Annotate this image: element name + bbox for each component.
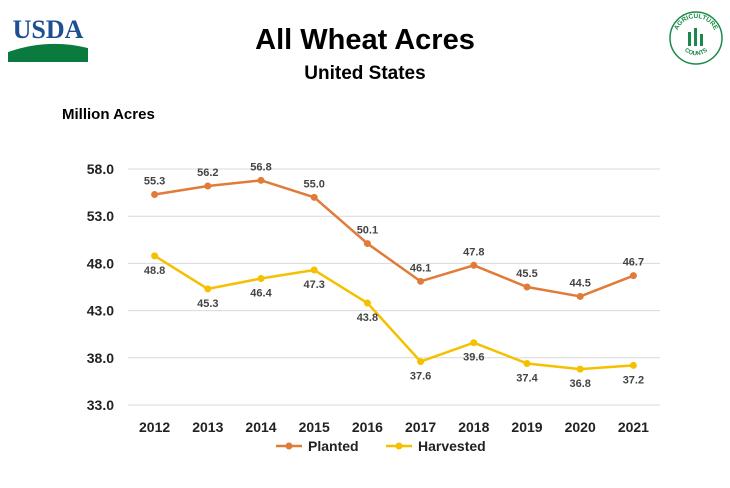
y-axis-ticks: 58.0 53.0 48.0 43.0 38.0 33.0 xyxy=(87,161,114,413)
legend-marker-harvested xyxy=(395,442,403,450)
data-label-planted: 50.1 xyxy=(357,225,378,237)
data-point-harvested xyxy=(576,365,584,373)
x-tick-label: 2014 xyxy=(245,419,276,435)
chart-subtitle: United States xyxy=(304,63,426,84)
data-point-harvested xyxy=(629,361,637,369)
data-point-harvested xyxy=(417,358,425,366)
series-line-planted xyxy=(154,179,634,298)
data-label-harvested: 37.6 xyxy=(410,371,431,383)
data-point-planted xyxy=(417,277,425,285)
series-line-harvested xyxy=(153,254,634,371)
data-label-planted: 55.0 xyxy=(303,178,324,190)
data-point-planted xyxy=(151,190,159,198)
data-point-harvested xyxy=(470,339,478,347)
data-label-planted: 56.2 xyxy=(197,167,218,179)
data-label-harvested: 48.8 xyxy=(144,265,165,277)
data-point-planted xyxy=(576,292,584,300)
chart-title: All Wheat Acres xyxy=(255,24,475,56)
data-label-harvested: 39.6 xyxy=(463,352,484,364)
x-tick-label: 2013 xyxy=(192,419,223,435)
data-point-planted xyxy=(204,182,212,190)
data-label-planted: 56.8 xyxy=(250,161,271,173)
data-label-planted: 45.5 xyxy=(516,268,537,280)
data-point-harvested xyxy=(151,252,159,260)
y-axis-label: Million Acres xyxy=(62,106,155,123)
y-tick-label: 53.0 xyxy=(87,208,114,224)
legend-label-harvested: Harvested xyxy=(418,438,486,454)
data-point-planted xyxy=(363,240,371,248)
data-label-harvested: 46.4 xyxy=(250,288,272,300)
seal-text-bottom: COUNTS xyxy=(683,48,709,58)
data-point-harvested xyxy=(310,266,318,274)
svg-text:COUNTS: COUNTS xyxy=(683,48,709,58)
data-point-harvested xyxy=(257,275,265,283)
y-tick-label: 48.0 xyxy=(87,255,114,271)
data-point-planted xyxy=(470,261,478,269)
legend: Planted Harvested xyxy=(276,438,486,454)
y-tick-label: 33.0 xyxy=(87,397,114,413)
data-point-harvested xyxy=(523,359,531,367)
usda-logo: USDA xyxy=(8,15,88,62)
y-tick-label: 38.0 xyxy=(87,350,114,366)
y-tick-label: 58.0 xyxy=(87,161,114,177)
data-point-planted xyxy=(629,272,637,280)
data-label-planted: 44.5 xyxy=(569,277,590,289)
data-label-planted: 46.1 xyxy=(410,262,431,274)
data-label-planted: 47.8 xyxy=(463,246,484,258)
data-label-harvested: 47.3 xyxy=(303,279,324,291)
x-tick-label: 2020 xyxy=(565,419,596,435)
data-label-harvested: 45.3 xyxy=(197,298,218,310)
x-tick-label: 2017 xyxy=(405,419,436,435)
y-tick-label: 43.0 xyxy=(87,303,114,319)
x-tick-label: 2016 xyxy=(352,419,383,435)
data-label-planted: 46.7 xyxy=(623,257,644,269)
data-point-planted xyxy=(523,283,531,291)
x-tick-label: 2018 xyxy=(458,419,489,435)
x-tick-label: 2021 xyxy=(618,419,649,435)
data-label-harvested: 43.8 xyxy=(357,312,378,324)
data-label-harvested: 37.2 xyxy=(623,374,644,386)
series-group: 55.3 56.2 56.8 55.0 50.1 46.1 47.8 45.5 44.5 46.7… xyxy=(144,161,644,390)
x-tick-label: 2015 xyxy=(299,419,330,435)
x-tick-label: 2012 xyxy=(139,419,170,435)
legend-marker-planted xyxy=(285,442,293,450)
x-axis-ticks: 2012 2013 2014 2015 2016 2017 2018 2019 2020 2021 xyxy=(139,419,649,435)
usda-logo-text: USDA xyxy=(13,15,84,44)
legend-label-planted: Planted xyxy=(308,438,359,454)
data-point-planted xyxy=(257,176,265,184)
data-point-planted xyxy=(310,193,318,201)
data-label-planted: 55.3 xyxy=(144,175,165,187)
agriculture-counts-seal: AGRICULTURE COUNTS xyxy=(669,11,723,65)
data-label-harvested: 36.8 xyxy=(569,378,590,390)
data-label-harvested: 37.4 xyxy=(516,372,538,384)
data-point-harvested xyxy=(363,299,371,307)
data-point-harvested xyxy=(204,285,212,293)
x-tick-label: 2019 xyxy=(511,419,542,435)
